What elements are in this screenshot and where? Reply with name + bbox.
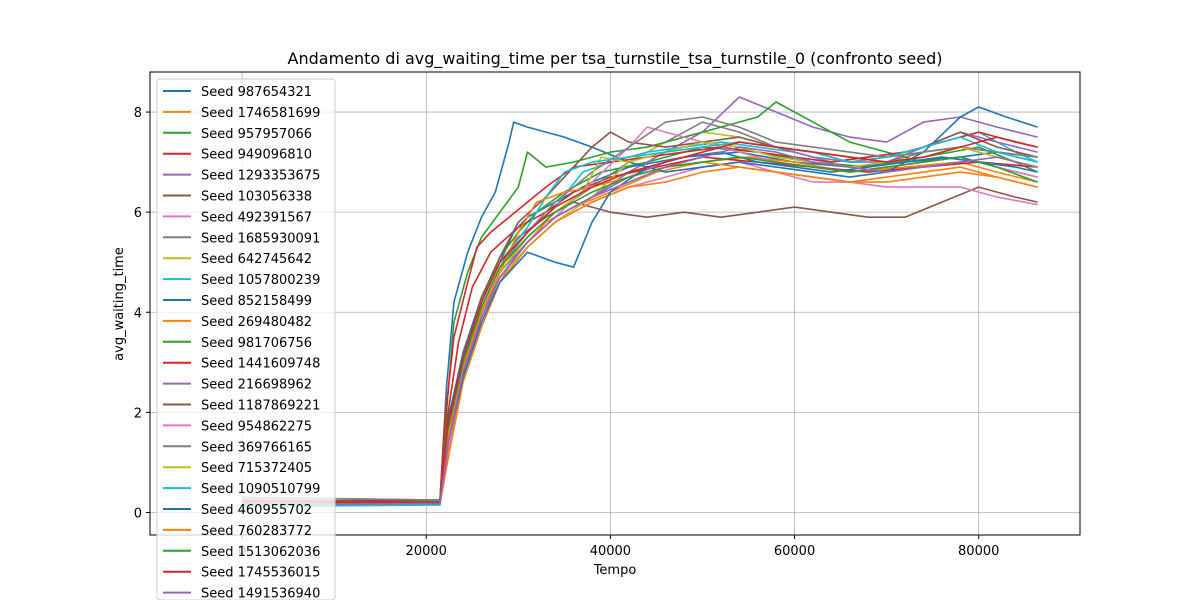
plot-series [242, 96, 1038, 508]
series-line [242, 156, 1038, 506]
legend-label: Seed 852158499 [201, 294, 312, 309]
legend-label: Seed 1293353675 [201, 169, 320, 184]
series-line [242, 156, 1038, 506]
legend-label: Seed 216698962 [201, 378, 312, 393]
legend-label: Seed 369766165 [201, 440, 312, 455]
legend-label: Seed 1090510799 [201, 482, 320, 497]
y-tick-label: 6 [134, 206, 142, 221]
x-tick-label: 60000 [774, 544, 815, 559]
series-line [242, 146, 1038, 508]
y-axis-label: avg_waiting_time [112, 247, 127, 361]
legend-label: Seed 1746581699 [201, 106, 320, 121]
legend-label: Seed 1187869221 [201, 399, 320, 414]
series-line [242, 151, 1038, 506]
axis-ticks: 02000040000600008000002468 [134, 106, 1000, 559]
series-line [242, 186, 1038, 505]
legend-label: Seed 1057800239 [201, 273, 320, 288]
legend-label: Seed 760283772 [201, 524, 312, 539]
series-line [242, 141, 1038, 506]
legend-label: Seed 715372405 [201, 461, 312, 476]
series-line [242, 106, 1038, 501]
legend-label: Seed 1491536940 [201, 587, 320, 600]
legend-label: Seed 642745642 [201, 252, 312, 267]
legend-label: Seed 1513062036 [201, 545, 320, 560]
y-tick-label: 0 [134, 506, 142, 521]
legend-label: Seed 269480482 [201, 315, 312, 330]
legend: Seed 987654321 Seed 1746581699 Seed 957957… [156, 78, 336, 600]
series-line [242, 156, 1038, 505]
y-tick-label: 8 [134, 106, 142, 121]
legend-label: Seed 949096810 [201, 148, 312, 163]
legend-box [156, 78, 336, 600]
legend-label: Seed 460955702 [201, 503, 312, 518]
series-line [242, 161, 1038, 505]
series-line [242, 166, 1038, 506]
plot-frame [149, 71, 1081, 536]
x-tick-label: 40000 [590, 544, 631, 559]
legend-label: Seed 981706756 [201, 336, 312, 351]
series-line [242, 136, 1038, 504]
legend-label: Seed 954862275 [201, 419, 312, 434]
legend-label: Seed 1441609748 [201, 357, 320, 372]
legend-label: Seed 103056338 [201, 190, 312, 205]
y-tick-label: 4 [134, 306, 142, 321]
chart-title: Andamento di avg_waiting_time per tsa_tu… [288, 49, 943, 69]
series-line [242, 151, 1038, 505]
x-axis-label: Tempo [593, 563, 637, 578]
legend-label: Seed 1685930091 [201, 231, 320, 246]
series-line [242, 161, 1038, 506]
legend-label: Seed 987654321 [201, 85, 312, 100]
legend-label: Seed 957957066 [201, 127, 312, 142]
legend-label: Seed 492391567 [201, 210, 312, 225]
series-line [242, 146, 1038, 506]
x-tick-label: 20000 [406, 544, 447, 559]
x-tick-label: 80000 [958, 544, 999, 559]
series-line [242, 131, 1038, 508]
y-tick-label: 2 [134, 406, 142, 421]
legend-label: Seed 1745536015 [201, 566, 320, 581]
series-line [242, 136, 1038, 508]
